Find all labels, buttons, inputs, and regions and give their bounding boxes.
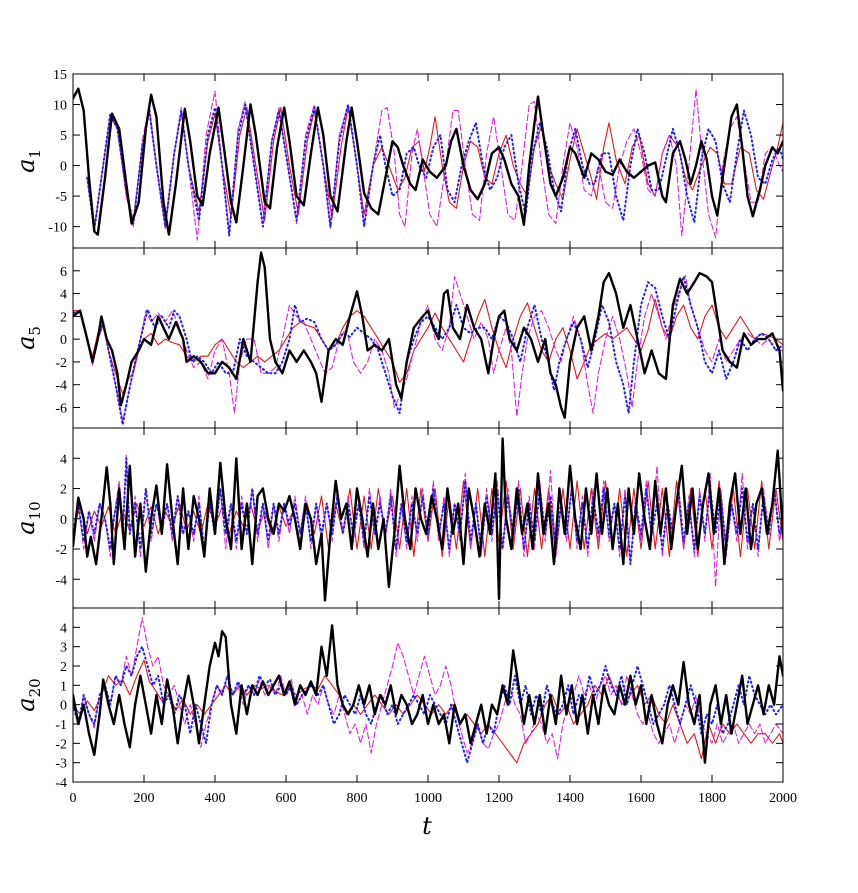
y-axis-title-subscript: 10 — [26, 501, 44, 520]
x-tick-label: 2000 — [769, 791, 797, 806]
y-axis-title-subscript: 1 — [26, 149, 44, 159]
y-tick-label: -4 — [55, 379, 67, 394]
y-tick-label: 5 — [60, 129, 67, 144]
y-tick-label: 4 — [60, 452, 67, 467]
series-line-blue-dotted — [86, 103, 783, 237]
y-axis-title-main: a — [12, 520, 40, 534]
x-tick-label: 600 — [276, 791, 297, 806]
y-tick-label: -3 — [55, 757, 67, 772]
y-tick-label: 0 — [60, 160, 67, 175]
series-line-blue-dotted — [73, 645, 783, 764]
x-tick-label: 1600 — [627, 791, 655, 806]
y-tick-label: -4 — [55, 573, 67, 588]
x-tick-label: 1000 — [414, 791, 442, 806]
panel-series-group — [73, 87, 783, 241]
panel-2: 6 4 2 0 -2 -4 -6 a5 — [12, 247, 784, 429]
x-tick-label: 1800 — [698, 791, 726, 806]
y-tick-label: 4 — [60, 621, 67, 636]
y-tick-label: -2 — [55, 356, 67, 371]
y-tick-label: -6 — [55, 401, 67, 416]
y-tick-label: -2 — [55, 543, 67, 558]
panel-4: 4 3 2 1 0 -1 -2 -3 -4 a20 — [12, 607, 784, 791]
y-axis-title-main: a — [12, 336, 40, 350]
x-tick-label: 800 — [347, 791, 368, 806]
y-axis-title: a1 — [12, 149, 44, 173]
y-tick-label: 2 — [60, 483, 67, 498]
panel-series-group — [73, 251, 783, 426]
y-tick-label: 10 — [53, 99, 67, 114]
y-tick-label: -4 — [55, 776, 67, 791]
x-tick-label: 1200 — [485, 791, 513, 806]
series-line-black-solid — [73, 87, 783, 236]
y-axis-title-main: a — [12, 159, 40, 173]
series-line-black-solid — [73, 437, 783, 602]
x-tick-label: 1400 — [556, 791, 584, 806]
y-axis-title: a20 — [12, 678, 44, 711]
series-line-magenta-dashed — [73, 274, 783, 422]
y-tick-label: 15 — [53, 68, 67, 83]
y-tick-label: 4 — [60, 288, 67, 303]
x-tick-label: 400 — [205, 791, 226, 806]
y-tick-label: 2 — [60, 310, 67, 325]
panel-series-group — [73, 437, 783, 602]
y-tick-label: 2 — [60, 660, 67, 675]
y-tick-label: 1 — [60, 679, 67, 694]
y-tick-label: -10 — [48, 221, 67, 236]
y-tick-label: 0 — [60, 333, 67, 348]
y-axis-title-subscript: 20 — [26, 678, 44, 697]
x-tick-label: 200 — [134, 791, 155, 806]
panel-1: 15 10 5 0 -5 -10 a1 — [12, 68, 784, 249]
panels-layer: 151050-5-10a16420-2-4-6a5420-2-4a1043210… — [12, 68, 784, 791]
y-axis-title: a5 — [12, 326, 44, 350]
series-line-red-solid — [73, 298, 783, 395]
y-axis-title-main: a — [12, 697, 40, 711]
series-line-red-solid — [73, 659, 783, 764]
y-tick-label: 3 — [60, 641, 67, 656]
series-line-magenta-dashed — [86, 88, 783, 241]
series-line-red-solid — [86, 107, 783, 231]
panel-frame — [72, 247, 784, 429]
panel-3: 4 2 0 -2 -4 a10 — [12, 427, 784, 609]
x-axis-title: t — [422, 812, 432, 840]
series-line-black-solid — [73, 251, 783, 419]
y-tick-label: 0 — [60, 513, 67, 528]
panel-series-group — [73, 617, 783, 764]
series-line-black-solid — [73, 624, 783, 764]
x-tick-label: 0 — [70, 791, 77, 806]
y-tick-label: -5 — [55, 190, 67, 205]
y-tick-label: 6 — [60, 265, 67, 280]
y-axis-title: a10 — [12, 501, 44, 534]
y-tick-label: -2 — [55, 737, 67, 752]
y-axis-title-subscript: 5 — [26, 326, 44, 336]
y-tick-label: 0 — [60, 699, 67, 714]
y-tick-label: -1 — [55, 718, 67, 733]
x-axis: 0 200 400 600 800 1000 1200 1400 1600 1800 2000 — [70, 791, 798, 806]
